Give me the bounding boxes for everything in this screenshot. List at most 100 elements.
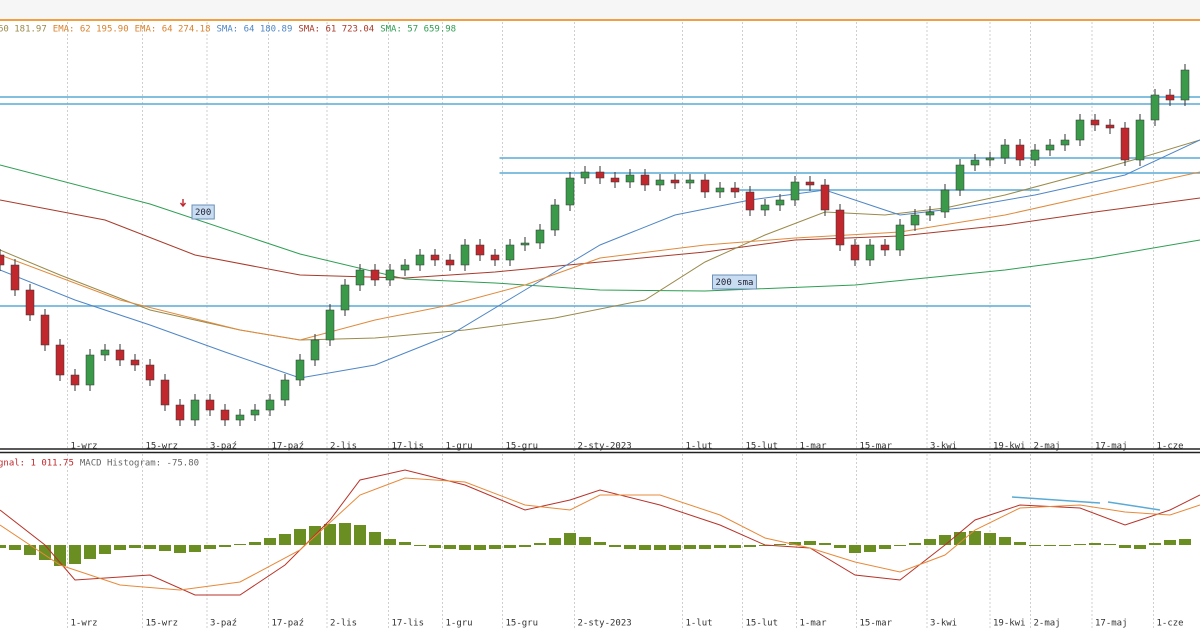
histogram-bar bbox=[1134, 545, 1146, 549]
x-tick-label: 15-mar bbox=[860, 619, 893, 629]
histogram-bar bbox=[849, 545, 861, 553]
histogram-bar bbox=[549, 538, 561, 545]
candle-body bbox=[625, 174, 635, 183]
candle-body bbox=[55, 344, 65, 376]
legend-entry: 60 181.97 bbox=[0, 25, 47, 35]
histogram-bar bbox=[924, 539, 936, 545]
x-tick-label: 15-lut bbox=[746, 442, 779, 452]
candle-body bbox=[295, 359, 305, 381]
candle-body bbox=[475, 244, 485, 256]
histogram-bar bbox=[1149, 543, 1161, 545]
x-tick-label: 2-sty-2023 bbox=[578, 619, 632, 629]
histogram-bar bbox=[354, 525, 366, 545]
histogram-bar bbox=[519, 545, 531, 547]
legend-entry: EMA: 64 274.18 bbox=[135, 25, 211, 35]
histogram-bar bbox=[699, 545, 711, 549]
histogram-bar bbox=[894, 545, 906, 546]
histogram-bar bbox=[909, 543, 921, 545]
trend-line bbox=[1107, 501, 1161, 511]
legend-entry: SMA: 57 659.98 bbox=[380, 25, 456, 35]
x-tick-label: 19-kwi bbox=[993, 619, 1026, 629]
histogram-bar bbox=[714, 545, 726, 548]
candle-body bbox=[595, 171, 605, 179]
trend-line bbox=[1011, 496, 1101, 504]
candle-body bbox=[1000, 144, 1010, 159]
x-tick-label: 15-wrz bbox=[146, 619, 179, 629]
candle-body bbox=[1030, 149, 1040, 161]
histogram-bar bbox=[744, 545, 756, 547]
candle-body bbox=[865, 244, 875, 261]
histogram-bar bbox=[879, 545, 891, 549]
histogram-bar bbox=[9, 545, 21, 550]
x-tick-label: 2-maj bbox=[1034, 442, 1061, 452]
candle-body bbox=[685, 179, 695, 184]
histogram-bar bbox=[459, 545, 471, 550]
candle-body bbox=[250, 409, 260, 416]
macd-line bbox=[0, 469, 1200, 596]
candle-body bbox=[745, 191, 755, 211]
candle-body bbox=[550, 204, 560, 231]
histogram-bar bbox=[189, 545, 201, 552]
candle-body bbox=[730, 187, 740, 193]
x-tick-label: 17-lis bbox=[392, 619, 425, 629]
candle-body bbox=[955, 164, 965, 191]
candle-body bbox=[580, 171, 590, 179]
candle-body bbox=[460, 244, 470, 266]
histogram-bar bbox=[1014, 542, 1026, 545]
x-tick-label: 17-maj bbox=[1095, 619, 1128, 629]
candle-body bbox=[940, 189, 950, 213]
x-tick-label: 15-gru bbox=[506, 619, 539, 629]
x-tick-label: 1-cze bbox=[1157, 442, 1184, 452]
candle-body bbox=[520, 242, 530, 246]
histogram-bar bbox=[639, 545, 651, 550]
candle-body bbox=[535, 229, 545, 244]
annotation-box bbox=[191, 204, 215, 220]
macd-line bbox=[0, 477, 1200, 591]
histogram-bar bbox=[339, 523, 351, 545]
candle-body bbox=[970, 159, 980, 166]
candle-body bbox=[1105, 124, 1115, 129]
x-tick-label: 17-paź bbox=[272, 442, 305, 452]
candle-body bbox=[415, 254, 425, 266]
candle-body bbox=[1135, 119, 1145, 161]
candle-body bbox=[10, 264, 20, 291]
candle-body bbox=[190, 399, 200, 421]
candle-body bbox=[1180, 69, 1190, 101]
legend-entry: EMA: 62 195.90 bbox=[53, 25, 129, 35]
histogram-bar bbox=[1104, 544, 1116, 545]
histogram-bar bbox=[84, 545, 96, 559]
x-tick-label: 2-lis bbox=[330, 619, 357, 629]
candle-body bbox=[925, 211, 935, 216]
x-tick-label: 19-kwi bbox=[993, 442, 1026, 452]
x-tick-label: 15-mar bbox=[860, 442, 893, 452]
histogram-bar bbox=[414, 545, 426, 546]
histogram-bar bbox=[1179, 539, 1191, 545]
x-tick-label: 2-sty-2023 bbox=[578, 442, 632, 452]
legend: 60 181.97 EMA: 62 195.90 EMA: 64 274.18 SMA… bbox=[0, 25, 456, 469]
x-tick-label: 1-gru bbox=[446, 619, 473, 629]
candle-body bbox=[700, 179, 710, 193]
candle-body bbox=[0, 254, 5, 266]
candle-body bbox=[895, 224, 905, 251]
histogram-bar bbox=[129, 545, 141, 548]
histogram-bar bbox=[444, 545, 456, 549]
candle-body bbox=[340, 284, 350, 311]
candle-body bbox=[265, 399, 275, 411]
candle-body bbox=[310, 339, 320, 361]
histogram-bar bbox=[684, 545, 696, 549]
candle-body bbox=[100, 349, 110, 356]
x-tick-label: 15-wrz bbox=[146, 442, 179, 452]
histogram-bar bbox=[24, 545, 36, 555]
candle-body bbox=[505, 244, 515, 261]
x-tick-label: 3-paź bbox=[210, 442, 237, 452]
x-tick-label: 17-lis bbox=[392, 442, 425, 452]
histogram-bar bbox=[624, 545, 636, 549]
candle-body bbox=[1045, 144, 1055, 151]
x-tick-label: 2-maj bbox=[1034, 619, 1061, 629]
annotation: 200 sma bbox=[716, 278, 754, 288]
x-tick-label: 3-kwi bbox=[930, 619, 957, 629]
histogram-bar bbox=[819, 543, 831, 545]
candle-body bbox=[1150, 94, 1160, 121]
toolbar bbox=[0, 0, 1200, 19]
candle-body bbox=[805, 181, 815, 186]
